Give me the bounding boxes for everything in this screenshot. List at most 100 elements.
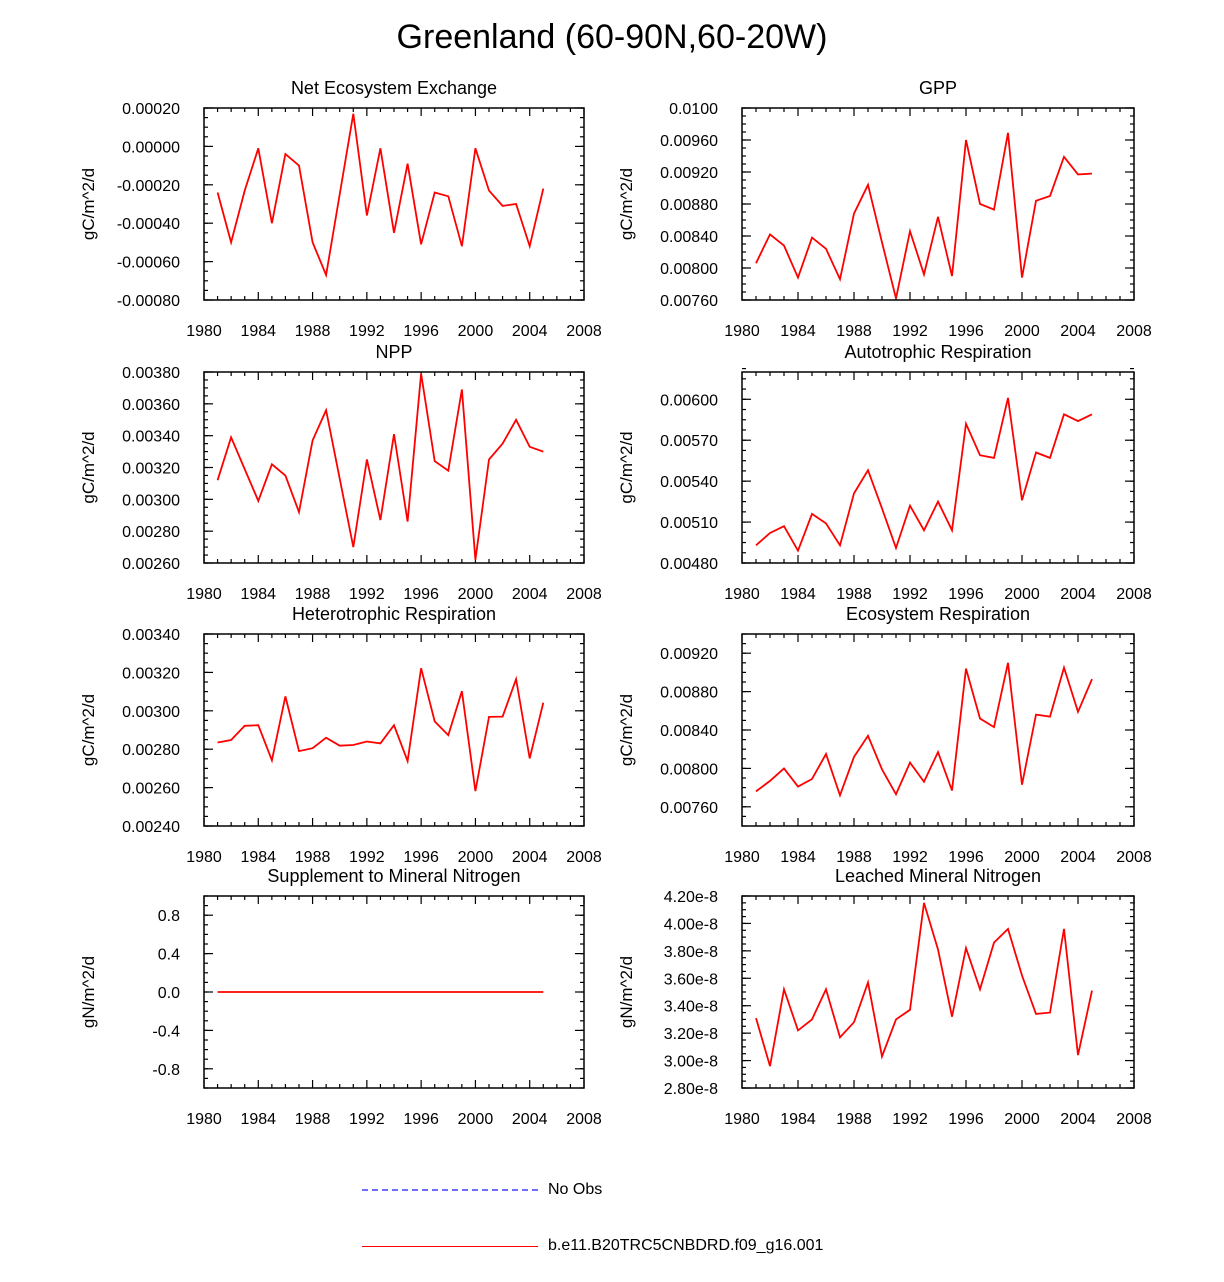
x-tick-label: 2008 xyxy=(1116,849,1152,866)
y-tick-label: 0.00320 xyxy=(122,665,180,682)
x-tick-label: 1984 xyxy=(780,1111,816,1128)
x-tick-label: 1996 xyxy=(948,849,984,866)
x-tick-label: 1980 xyxy=(724,1111,760,1128)
y-tick-label: 0.8 xyxy=(158,908,180,925)
x-tick-label: 1980 xyxy=(724,849,760,866)
y-tick-label: -0.00040 xyxy=(117,216,180,233)
x-tick-label: 2008 xyxy=(566,849,602,866)
y-tick-label: 0.00800 xyxy=(660,761,718,778)
y-axis-label: gC/m^2/d xyxy=(79,168,98,240)
chart-title: Heterotrophic Respiration xyxy=(292,604,496,624)
y-tick-label: 0.00300 xyxy=(122,704,180,721)
x-tick-label: 2004 xyxy=(1060,586,1096,603)
y-axis-label: gC/m^2/d xyxy=(79,694,98,766)
series-line-model xyxy=(217,667,545,792)
plot-frame xyxy=(741,895,1135,1089)
y-axis-label: gC/m^2/d xyxy=(617,168,636,240)
x-tick-label: 1992 xyxy=(892,586,928,603)
chart-title: GPP xyxy=(919,78,957,98)
x-tick-label: 2008 xyxy=(566,323,602,340)
y-tick-label: 0.00000 xyxy=(122,139,180,156)
y-tick-label: 0.00340 xyxy=(122,429,180,446)
x-tick-label: 2004 xyxy=(512,586,548,603)
x-tick-label: 1980 xyxy=(186,849,222,866)
x-tick-label: 1980 xyxy=(186,1111,222,1128)
chart-ecosystem-respiration: Ecosystem Respiration gC/m^2/d 1980 1984 198… xyxy=(617,604,1152,866)
x-tick-label: 2008 xyxy=(1116,323,1152,340)
x-tick-label: 1992 xyxy=(892,323,928,340)
plot-frame xyxy=(741,633,1135,827)
y-tick-label: 0.00880 xyxy=(660,685,718,702)
series-line-model xyxy=(216,113,545,279)
y-tick-label: 0.00570 xyxy=(660,433,718,450)
y-tick-label: 3.20e-8 xyxy=(664,1026,718,1043)
y-tick-label: 0.00540 xyxy=(660,474,718,491)
x-tick-label: 2004 xyxy=(512,323,548,340)
y-tick-label: 0.00920 xyxy=(660,646,718,663)
legend-label-model: b.e11.B20TRC5CNBDRD.f09_g16.001 xyxy=(548,1237,824,1254)
y-tick-label: 0.00960 xyxy=(660,133,718,150)
y-tick-label: 0.00840 xyxy=(660,229,718,246)
chart-heterotrophic-respiration: Heterotrophic Respiration gC/m^2/d 1980 198… xyxy=(79,604,602,866)
x-tick-label: 1980 xyxy=(186,323,222,340)
y-tick-label: 3.40e-8 xyxy=(664,999,718,1016)
y-tick-label: 0.00760 xyxy=(660,293,718,310)
chart-title: Ecosystem Respiration xyxy=(846,604,1030,624)
y-tick-label: 0.00880 xyxy=(660,197,718,214)
y-tick-label: 3.80e-8 xyxy=(664,944,718,961)
y-tick-label: 0.00920 xyxy=(660,165,718,182)
y-axis-label: gC/m^2/d xyxy=(617,694,636,766)
x-tick-label: 2000 xyxy=(458,323,494,340)
y-axis-label: gN/m^2/d xyxy=(617,956,636,1028)
x-tick-label: 1992 xyxy=(892,849,928,866)
y-tick-label: 0.00320 xyxy=(122,461,180,478)
x-tick-label: 2004 xyxy=(1060,1111,1096,1128)
x-tick-label: 1988 xyxy=(295,323,331,340)
y-tick-label: 0.00260 xyxy=(122,556,180,573)
x-tick-label: 2000 xyxy=(1004,1111,1040,1128)
x-tick-label: 1984 xyxy=(240,1111,276,1128)
x-tick-label: 1988 xyxy=(836,1111,872,1128)
x-tick-label: 1996 xyxy=(948,586,984,603)
y-tick-label: 3.00e-8 xyxy=(664,1054,718,1071)
y-tick-label: 0.0100 xyxy=(669,101,718,118)
chart-autotrophic-respiration: Autotrophic Respiration gC/m^2/d 1980 1984 1… xyxy=(617,342,1152,603)
x-tick-label: 1992 xyxy=(349,1111,385,1128)
y-tick-label: 0.00280 xyxy=(122,742,180,759)
y-tick-label: -0.00080 xyxy=(117,293,180,310)
x-tick-label: 2000 xyxy=(458,1111,494,1128)
x-tick-label: 2008 xyxy=(1116,1111,1152,1128)
y-tick-label: 0.00510 xyxy=(660,515,718,532)
x-tick-label: 1984 xyxy=(240,586,276,603)
legend-swatch-model xyxy=(362,1245,538,1247)
y-tick-label: 0.00240 xyxy=(122,819,180,836)
x-tick-label: 1988 xyxy=(295,849,331,866)
chart-gpp: GPP gC/m^2/d 1980 1984 1988 1992 1996 2000 2004 2… xyxy=(617,78,1152,340)
y-tick-label: 0.00280 xyxy=(122,524,180,541)
x-tick-label: 2000 xyxy=(1004,849,1040,866)
x-tick-label: 1984 xyxy=(240,849,276,866)
x-tick-label: 2004 xyxy=(1060,849,1096,866)
y-tick-label: 0.00800 xyxy=(660,261,718,278)
x-tick-label: 2004 xyxy=(1060,323,1096,340)
chart-supplement-to-mineral-nitrogen: Supplement to Mineral Nitrogen gN/m^2/d 19… xyxy=(79,866,602,1128)
chart-net-ecosystem-exchange: Net Ecosystem Exchange gC/m^2/d 1980 1984 19… xyxy=(79,78,602,340)
x-tick-label: 1988 xyxy=(295,1111,331,1128)
y-tick-label: -0.4 xyxy=(152,1023,180,1040)
y-tick-label: -0.00020 xyxy=(117,178,180,195)
series-line-model xyxy=(755,902,1093,1067)
legend-item-obs: No Obs xyxy=(362,1178,602,1202)
y-axis-label: gN/m^2/d xyxy=(79,956,98,1028)
y-tick-label: 0.00340 xyxy=(122,627,180,644)
y-tick-label: 4.00e-8 xyxy=(664,916,718,933)
plot-frame xyxy=(203,107,585,301)
chart-leached-mineral-nitrogen: Leached Mineral Nitrogen gN/m^2/d 1980 1984… xyxy=(617,866,1152,1128)
y-tick-label: 0.0 xyxy=(158,985,180,1002)
x-tick-label: 2008 xyxy=(566,586,602,603)
series-line-model xyxy=(755,397,1093,553)
x-tick-label: 2008 xyxy=(1116,586,1152,603)
x-tick-label: 2000 xyxy=(458,586,494,603)
chart-title: Leached Mineral Nitrogen xyxy=(835,866,1041,886)
y-tick-label: 4.20e-8 xyxy=(664,889,718,906)
x-tick-label: 1984 xyxy=(780,323,816,340)
